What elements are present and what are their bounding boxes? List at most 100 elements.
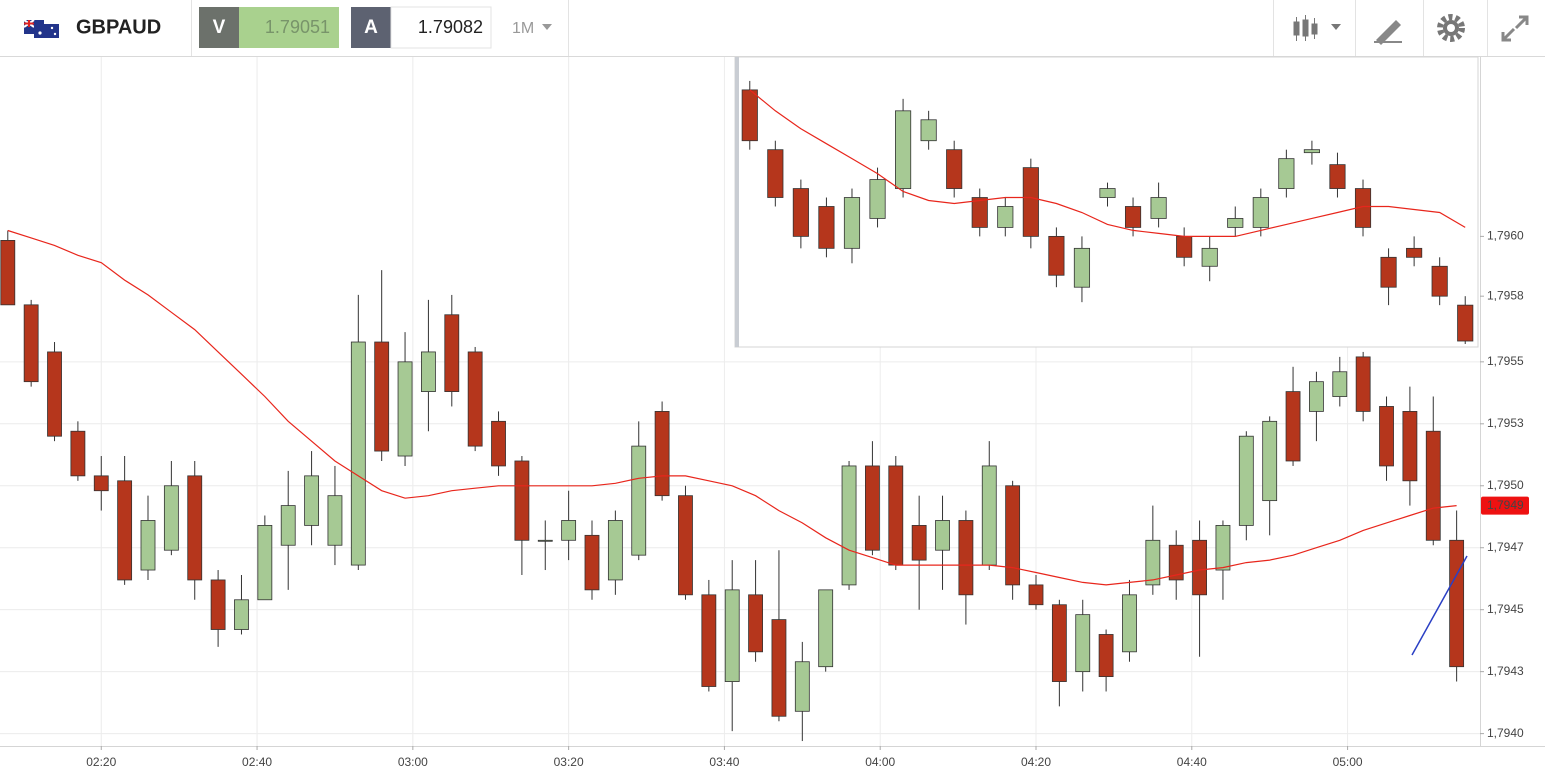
candle-body xyxy=(421,351,436,392)
last-price-marker xyxy=(1481,496,1529,515)
candle-body xyxy=(117,480,133,581)
moving-average-line xyxy=(749,89,1466,237)
candle-body xyxy=(467,351,483,447)
candle-body xyxy=(537,539,553,542)
buy-button[interactable]: A 1.79082 xyxy=(351,6,492,49)
candle-body xyxy=(865,465,880,551)
candle-body xyxy=(140,520,156,571)
candle-body xyxy=(1379,406,1394,467)
candle-body xyxy=(792,188,809,237)
candle-body xyxy=(70,430,86,477)
candle-body xyxy=(1028,584,1044,606)
candle-body xyxy=(1329,164,1346,189)
candle-body xyxy=(444,314,460,392)
candle-body xyxy=(935,520,950,551)
ask-price: 1.79082 xyxy=(418,17,483,37)
candle-body xyxy=(1380,256,1397,288)
x-tick-label: 04:00 xyxy=(865,755,895,769)
flag-icon xyxy=(23,19,59,38)
candle-body xyxy=(767,149,784,198)
candle-body xyxy=(0,240,16,306)
y-tick-label: 1,7950 xyxy=(1487,478,1524,492)
candle-body xyxy=(234,599,249,630)
candle-body xyxy=(958,520,974,596)
x-tick-label: 03:40 xyxy=(709,755,739,769)
candle-body xyxy=(1201,247,1218,267)
trend-line-drawing xyxy=(1411,555,1468,656)
candle-body xyxy=(1145,539,1161,586)
y-tick-label: 1,7940 xyxy=(1487,726,1524,740)
candle-body xyxy=(1005,485,1021,586)
candle-body xyxy=(1227,218,1244,228)
candle-body xyxy=(491,420,506,467)
candle-body xyxy=(1122,594,1137,653)
candle-body xyxy=(869,179,886,219)
x-tick-label: 02:40 xyxy=(242,755,272,769)
y-tick-label: 1,7943 xyxy=(1487,664,1524,678)
y-tick-label: 1,7960 xyxy=(1487,229,1524,243)
candle-body xyxy=(1406,247,1423,258)
candle-body xyxy=(1332,371,1348,397)
candle-body xyxy=(1124,206,1142,228)
settings-button[interactable] xyxy=(1437,14,1465,42)
fullscreen-button[interactable] xyxy=(1501,15,1529,42)
y-tick-label: 1,7953 xyxy=(1487,416,1524,430)
candle-body xyxy=(257,525,273,601)
candle-body xyxy=(584,534,600,591)
candle-body xyxy=(187,475,203,581)
candle-body xyxy=(47,351,62,437)
candle-body xyxy=(1303,149,1320,154)
candle-body xyxy=(1051,604,1067,682)
x-tick-label: 03:20 xyxy=(554,755,584,769)
candle-body xyxy=(327,495,343,546)
candle-body xyxy=(841,465,857,586)
ask-label: A xyxy=(364,17,378,38)
sell-button[interactable]: V 1.79051 xyxy=(199,7,339,48)
overview-left-edge xyxy=(735,57,739,347)
candle-body xyxy=(1285,391,1301,462)
candle-body xyxy=(920,119,937,142)
draw-tool-button[interactable] xyxy=(1374,20,1402,45)
y-tick-label: 1,7945 xyxy=(1487,602,1524,616)
y-tick-label: 1,7955 xyxy=(1487,354,1524,368)
candle-body xyxy=(1099,188,1116,198)
candle-body xyxy=(1431,265,1448,297)
candle-body xyxy=(843,197,861,249)
y-tick-label: 1,7958 xyxy=(1487,288,1524,302)
candle-body xyxy=(654,411,670,497)
x-tick-label: 05:00 xyxy=(1333,755,1363,769)
candle-body xyxy=(1073,247,1091,288)
candle-body xyxy=(1022,167,1039,237)
candle-body xyxy=(1048,235,1065,276)
candle-body xyxy=(678,495,693,596)
timeframe-selector[interactable]: 1M xyxy=(512,20,552,37)
candle-body xyxy=(631,445,647,556)
candle-body xyxy=(818,206,835,249)
candle-body xyxy=(1309,381,1324,412)
candle-body xyxy=(771,619,787,717)
moving-average-line xyxy=(7,229,1457,586)
candle-body xyxy=(1355,356,1371,412)
x-tick-label: 03:00 xyxy=(398,755,428,769)
candle-body xyxy=(1278,158,1295,189)
x-tick-label: 04:20 xyxy=(1021,755,1051,769)
bid-price: 1.79051 xyxy=(265,17,330,37)
candle-body xyxy=(1252,197,1269,228)
candle-body xyxy=(1402,411,1418,482)
candle-body xyxy=(163,485,179,551)
candle-body xyxy=(1192,539,1207,596)
candle-body xyxy=(701,594,717,687)
candle-body xyxy=(724,589,740,682)
symbol: GBPAUD xyxy=(76,16,161,38)
candle-body xyxy=(794,661,810,712)
chart-type-button[interactable] xyxy=(1293,15,1341,41)
candle-body xyxy=(981,465,997,566)
candle-body xyxy=(397,361,413,457)
main-chart: 1,7940 1,7943 1,7945 1,7947 1,7950 1,7953 1,79… xyxy=(0,57,1529,769)
candle-body xyxy=(911,525,927,561)
candle-body xyxy=(1075,614,1091,673)
candle-body xyxy=(304,475,319,526)
overview-chart: 1,7958 1,7960 xyxy=(734,56,1524,348)
